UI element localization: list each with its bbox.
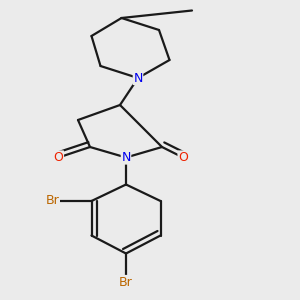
Text: O: O xyxy=(54,151,63,164)
Text: N: N xyxy=(133,71,143,85)
Text: O: O xyxy=(178,151,188,164)
Text: Br: Br xyxy=(119,275,133,289)
Text: Br: Br xyxy=(46,194,59,208)
Text: N: N xyxy=(121,151,131,164)
